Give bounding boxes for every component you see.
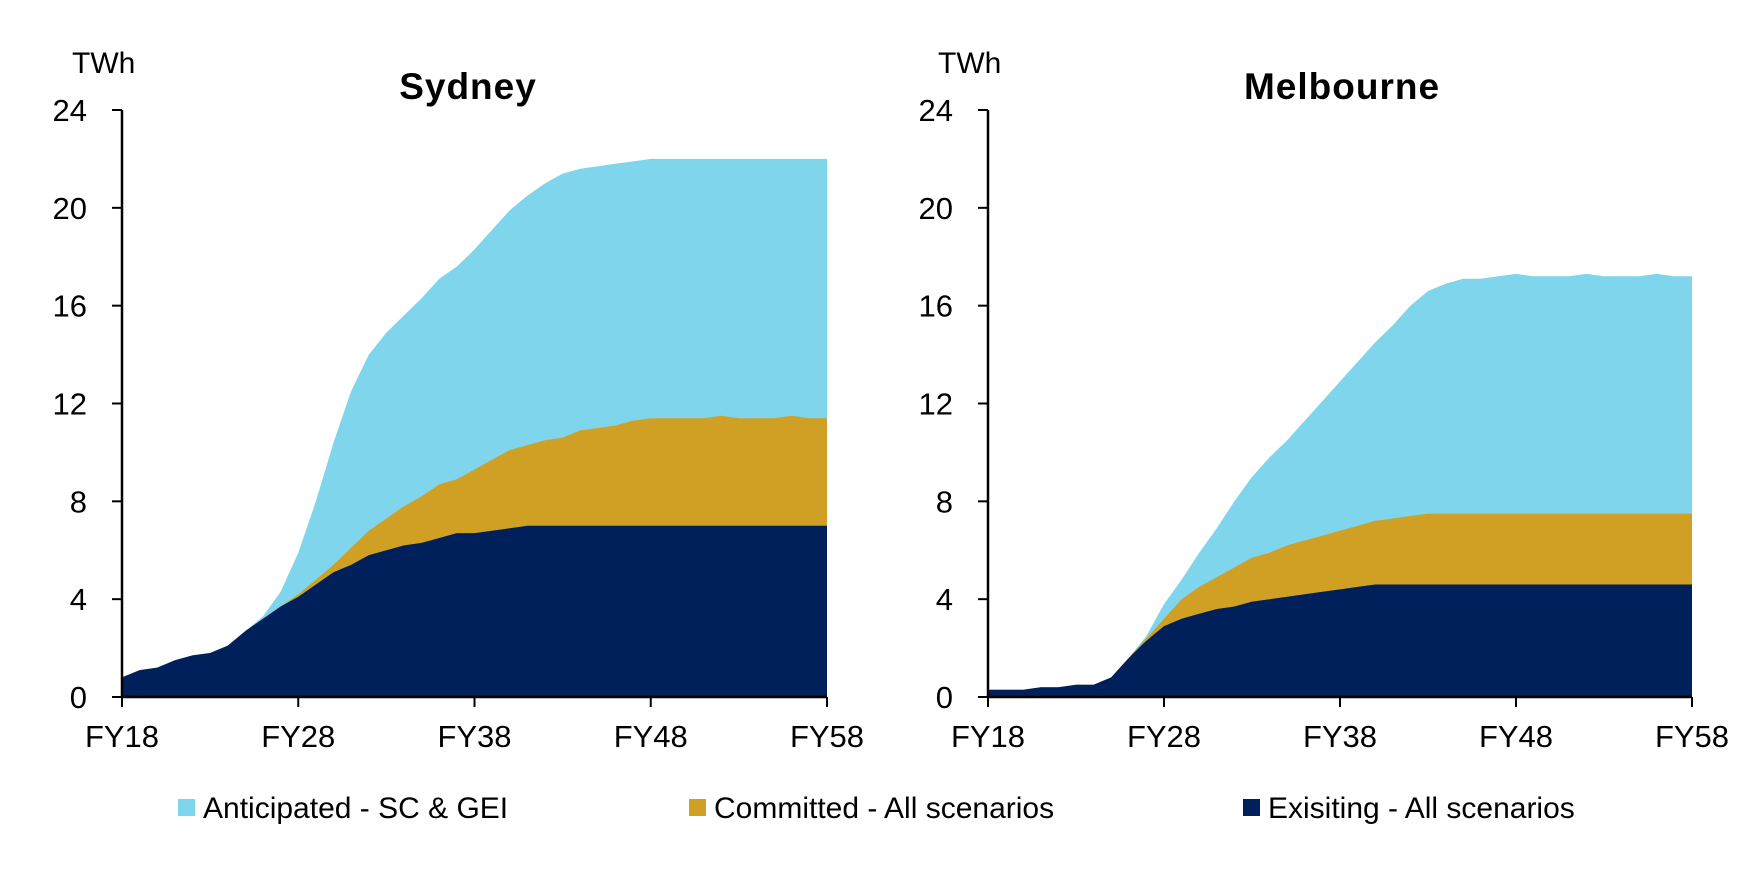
legend-swatch-committed <box>689 799 706 816</box>
chart-title: Sydney <box>399 66 537 107</box>
y-tick-label: 24 <box>53 93 87 128</box>
melbourne-chart: Melbourne TWh 0 4 8 12 16 20 24 FY18 FY28 FY38 FY4… <box>919 47 1730 754</box>
x-tick-label: FY48 <box>1479 719 1553 754</box>
x-tick-label: FY38 <box>437 719 511 754</box>
y-unit-label: TWh <box>72 47 135 80</box>
chart-title: Melbourne <box>1244 66 1440 107</box>
y-tick-label: 20 <box>53 191 87 226</box>
y-tick-label: 0 <box>70 680 87 715</box>
y-tick-label: 8 <box>70 484 87 519</box>
y-tick-label: 4 <box>936 582 953 617</box>
legend-label-committed: Committed - All scenarios <box>714 792 1054 825</box>
y-tick-label: 12 <box>919 387 953 422</box>
x-tick-label: FY58 <box>1655 719 1729 754</box>
legend: Anticipated - SC & GEI Committed - All s… <box>178 792 1575 825</box>
y-tick-label: 24 <box>919 93 953 128</box>
legend-label-existing: Exisiting - All scenarios <box>1268 792 1575 825</box>
x-tick-label: FY18 <box>951 719 1025 754</box>
sydney-chart: Sydney TWh 0 4 8 12 16 20 24 FY18 FY28 FY38 FY48 FY… <box>53 47 865 754</box>
legend-swatch-existing <box>1243 799 1260 816</box>
x-tick-label: FY28 <box>1127 719 1201 754</box>
y-unit-label: TWh <box>938 47 1001 80</box>
y-tick-label: 16 <box>53 289 87 324</box>
area-series-existing <box>988 584 1692 697</box>
x-tick-label: FY38 <box>1303 719 1377 754</box>
x-tick-label: FY28 <box>261 719 335 754</box>
y-tick-label: 12 <box>53 387 87 422</box>
legend-swatch-anticipated <box>178 799 195 816</box>
y-tick-label: 0 <box>936 680 953 715</box>
x-tick-label: FY18 <box>85 719 159 754</box>
y-tick-label: 4 <box>70 582 87 617</box>
x-tick-label: FY58 <box>790 719 864 754</box>
legend-label-anticipated: Anticipated - SC & GEI <box>203 792 508 825</box>
area-series-existing <box>122 525 827 697</box>
y-tick-label: 20 <box>919 191 953 226</box>
y-tick-label: 16 <box>919 289 953 324</box>
y-tick-label: 8 <box>936 484 953 519</box>
x-tick-label: FY48 <box>614 719 688 754</box>
